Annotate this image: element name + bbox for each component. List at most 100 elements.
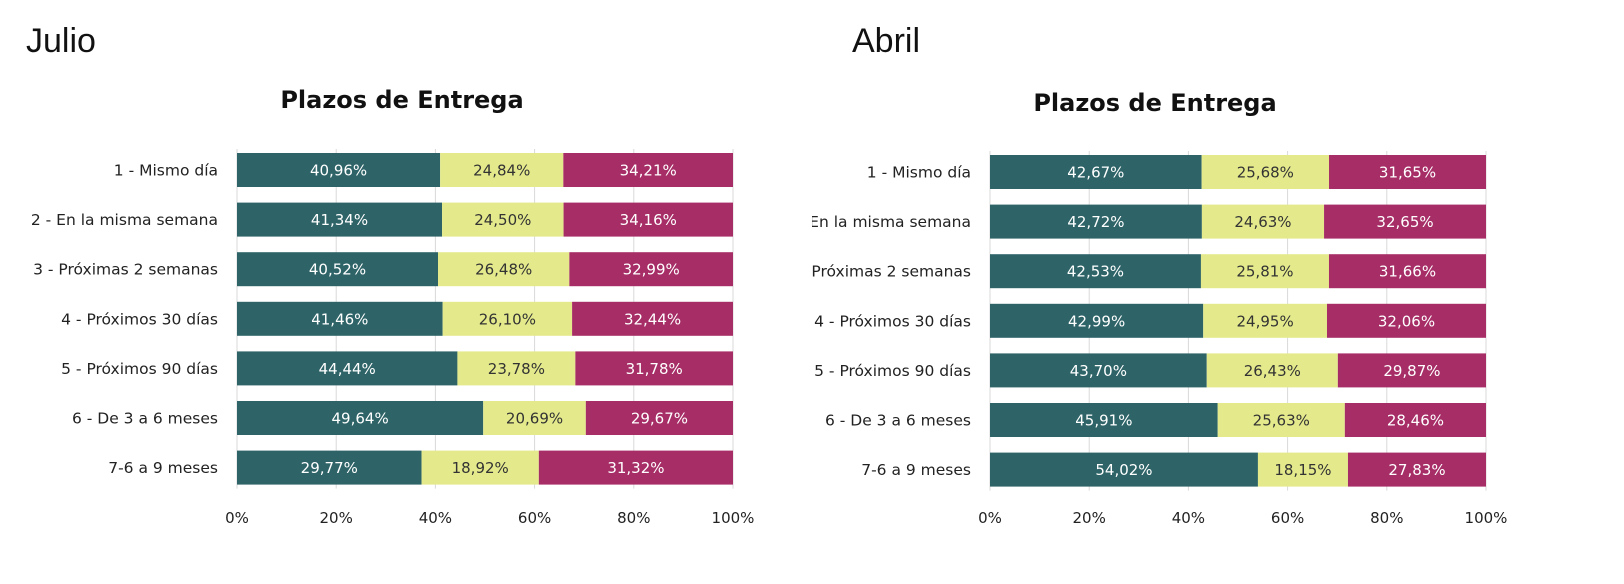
- bar-segment: [1337, 353, 1486, 388]
- bar-segment: [1217, 403, 1345, 437]
- data-label: 32,44%: [624, 310, 681, 328]
- bar-segment: [1257, 452, 1348, 487]
- x-tick-label: 0%: [978, 509, 1002, 527]
- data-label: 20,69%: [506, 410, 563, 428]
- data-label: 29,67%: [631, 410, 688, 428]
- data-label: 41,46%: [311, 310, 368, 328]
- category-label: 6 - De 3 a 6 meses: [72, 410, 218, 428]
- data-label: 34,21%: [620, 162, 677, 180]
- bar-segment: [585, 401, 733, 435]
- bar-segment: [1347, 452, 1486, 487]
- bar-segment: [1326, 303, 1486, 338]
- category-label: 1 - Mismo día: [114, 162, 218, 180]
- x-tick-label: 0%: [225, 509, 249, 527]
- bar-segment: [421, 450, 539, 485]
- bar-segment: [990, 452, 1258, 487]
- data-label: 28,46%: [1387, 412, 1444, 430]
- data-label: 42,53%: [1067, 263, 1124, 281]
- chart-title: Plazos de Entrega: [280, 86, 523, 114]
- data-label: 18,15%: [1274, 461, 1331, 479]
- bar-segment: [1206, 353, 1338, 388]
- bar-segment: [483, 401, 586, 435]
- category-label: 7-6 a 9 meses: [108, 459, 218, 477]
- data-label: 49,64%: [332, 410, 389, 428]
- category-label: 5 - Próximos 90 días: [814, 362, 971, 380]
- data-label: 45,91%: [1075, 412, 1132, 430]
- bar-segment: [990, 254, 1201, 289]
- bar-segment: [237, 252, 438, 287]
- bar-segment: [990, 155, 1202, 189]
- bar-segment: [990, 204, 1202, 239]
- data-label: 18,92%: [452, 459, 509, 477]
- bar-segment: [572, 301, 733, 336]
- bar-segment: [442, 301, 573, 336]
- panel-julio: Julio Plazos de Entrega 1 - Mismo día 40,9…: [26, 22, 755, 527]
- x-tick-label: 40%: [1172, 509, 1205, 527]
- panel-label-abril: Abril: [852, 22, 921, 60]
- category-label: 5 - Próximos 90 días: [61, 360, 218, 378]
- bar-segment: [990, 303, 1204, 338]
- data-label: 43,70%: [1070, 362, 1127, 380]
- data-label: 42,72%: [1067, 213, 1124, 231]
- data-label: 32,06%: [1378, 312, 1435, 330]
- data-label: 41,34%: [311, 211, 368, 229]
- bar-segment: [237, 301, 443, 336]
- x-tick-label: 80%: [1370, 509, 1403, 527]
- bar-segment: [440, 153, 564, 187]
- bar-segment: [1324, 204, 1486, 239]
- bar-segment: [1200, 254, 1329, 289]
- x-tick-label: 100%: [1465, 509, 1508, 527]
- data-label: 31,78%: [626, 360, 683, 378]
- bar-segment: [575, 351, 733, 386]
- panel-label-julio: Julio: [26, 22, 96, 60]
- category-label: 7-6 a 9 meses: [861, 461, 971, 479]
- category-label: 3 - Próximas 2 semanas: [33, 261, 218, 279]
- bar-segment: [563, 153, 733, 187]
- data-label: 26,10%: [479, 310, 536, 328]
- x-tick-label: 20%: [1073, 509, 1106, 527]
- data-label: 31,32%: [607, 459, 664, 477]
- bar-segment: [563, 202, 733, 237]
- bar-segment: [990, 403, 1218, 437]
- bar-segment: [1203, 303, 1327, 338]
- bar-segment: [1344, 403, 1486, 437]
- data-label: 25,68%: [1237, 164, 1294, 182]
- data-label: 31,65%: [1379, 164, 1436, 182]
- x-tick-label: 80%: [617, 509, 650, 527]
- panel-abril: Abril Plazos de Entrega 1 - Mismo día 42,6…: [812, 0, 1624, 584]
- category-label: 1 - Mismo día: [867, 164, 971, 182]
- category-label: 4 - Próximos 30 días: [814, 312, 971, 330]
- bar-segment: [538, 450, 733, 485]
- bar-segment: [442, 202, 564, 237]
- bar-segment: [237, 202, 443, 237]
- data-label: 26,43%: [1244, 362, 1301, 380]
- x-tick-label: 60%: [518, 509, 551, 527]
- x-tick-label: 100%: [712, 509, 755, 527]
- x-tick-label: 20%: [320, 509, 353, 527]
- bar-segment: [237, 401, 484, 435]
- bar-segment: [437, 252, 570, 287]
- category-label: 3 - Próximas 2 semanas: [812, 263, 971, 281]
- data-label: 40,52%: [309, 261, 366, 279]
- data-label: 27,83%: [1388, 461, 1445, 479]
- data-label: 31,66%: [1379, 263, 1436, 281]
- data-label: 40,96%: [310, 162, 367, 180]
- category-label: 4 - Próximos 30 días: [61, 310, 218, 328]
- category-label: 2 - En la misma semana: [31, 211, 218, 229]
- data-label: 24,84%: [473, 162, 530, 180]
- bar-segment: [237, 351, 458, 386]
- data-label: 32,65%: [1376, 213, 1433, 231]
- data-label: 44,44%: [319, 360, 376, 378]
- category-label: 2 - En la misma semana: [812, 213, 971, 231]
- bar-segment: [1329, 155, 1486, 189]
- bar-segment: [237, 450, 422, 485]
- data-label: 24,50%: [474, 211, 531, 229]
- x-tick-label: 40%: [419, 509, 452, 527]
- data-label: 29,87%: [1383, 362, 1440, 380]
- data-label: 26,48%: [475, 261, 532, 279]
- bar-segment: [237, 153, 441, 187]
- data-label: 29,77%: [301, 459, 358, 477]
- data-label: 25,63%: [1253, 412, 1310, 430]
- data-label: 54,02%: [1095, 461, 1152, 479]
- bar-segment: [1328, 254, 1486, 289]
